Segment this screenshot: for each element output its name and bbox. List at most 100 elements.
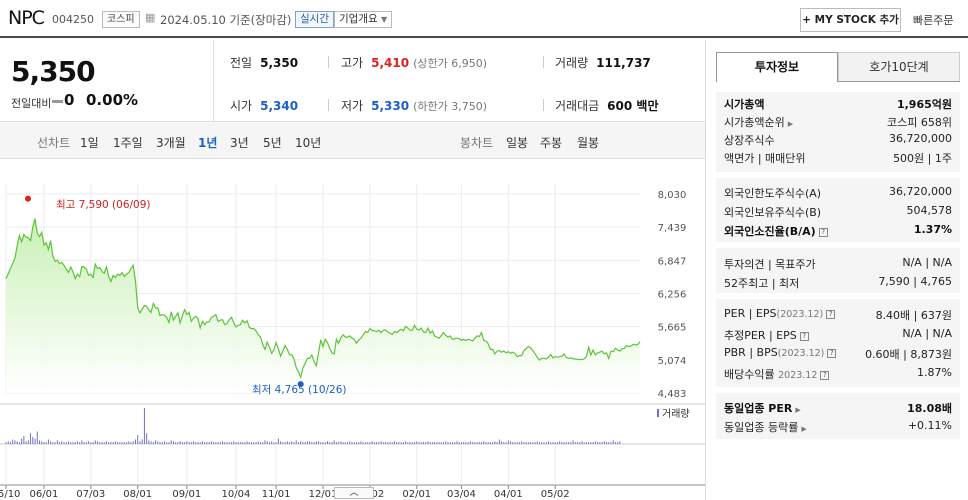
foreign-ratio-value-text: 1.37% (913, 223, 952, 236)
chevron-right-icon: ▶ (795, 406, 801, 414)
face-label: 액면가 | 매매단위 (724, 152, 806, 165)
stock-code: 004250 (52, 13, 94, 26)
day-low: 저가 5,330 (하한가 3,750) (341, 97, 487, 114)
est-per-value: N/A | N/A (902, 327, 952, 340)
x-tick-label: 05/02 (541, 489, 570, 500)
chevron-up-icon[interactable]: ︿ (334, 487, 374, 499)
low-annotation: 최저 4,765 (10/26) (252, 384, 347, 396)
cap-rank-value: 코스피 658위 (887, 116, 952, 129)
tab-1y[interactable]: 1년 (198, 136, 218, 150)
upper-limit: (상한가 6,950) (413, 57, 487, 70)
price-line (5, 218, 641, 380)
quick-order-link[interactable]: 빠른주문 (913, 14, 954, 27)
shares-value: 36,720,000 (889, 132, 952, 145)
help-icon[interactable]: ? (818, 228, 828, 237)
market-cap-label-text: 시가총액 (724, 98, 765, 111)
x-tick-label: 10/04 (222, 489, 251, 500)
help-icon[interactable]: ? (820, 371, 830, 380)
chevron-down-icon: ▼ (380, 15, 388, 24)
y-tick-label: 8,030 (658, 190, 687, 201)
est-per-row: 추정PER | EPS? N/A | N/A (724, 325, 952, 343)
sector-change-label[interactable]: 동일업종 등락률 ▶ (724, 419, 807, 435)
cap-rank-label[interactable]: 시가총액순위 ▶ (724, 114, 793, 130)
prev-close-value: 5,350 (260, 56, 299, 70)
current-price: 5,350 (11, 55, 96, 88)
opinion-label: 투자의견 | 목표주가 (724, 258, 816, 271)
week52-label: 52주최고 | 최저 (724, 277, 800, 290)
tab-3m[interactable]: 3개월 (156, 136, 186, 150)
tab-weekly-candle[interactable]: 주봉 (540, 136, 563, 150)
tab-10y[interactable]: 10년 (295, 136, 322, 150)
opinion-value: N/A | N/A (902, 256, 952, 269)
high-label: 고가 (341, 56, 364, 70)
dividend-period: 2023.12 (778, 370, 818, 381)
x-tick-label: 09/01 (172, 489, 201, 500)
pbr-period: (2023.12) (777, 348, 825, 359)
divider (328, 99, 329, 111)
stock-header: NPC 004250 코스피 ▦ 2024.05.10 기준(장마감) 실시간 … (0, 0, 968, 38)
sector-block: 동일업종 PER ▶ 18.08배 동일업종 등락률 ▶ +0.11% (716, 393, 960, 439)
add-mystock-button[interactable]: + MY STOCK 추가 (800, 8, 901, 32)
tab-3y[interactable]: 3년 (230, 136, 249, 150)
help-icon[interactable]: ? (827, 349, 837, 358)
company-info-dropdown[interactable]: 기업개요 ▼ (334, 11, 393, 28)
quote-date: 2024.05.10 기준(장마감) (160, 12, 291, 28)
divider (543, 56, 544, 68)
divider (328, 56, 329, 68)
volume-label: 거래량 (555, 56, 589, 70)
y-tick-label: 6,256 (658, 290, 687, 301)
sector-per-value: 18.08배 (907, 400, 952, 416)
dividend-label-text: 배당수익률 (724, 368, 775, 381)
lower-limit: (하한가 3,750) (413, 100, 487, 113)
shares-label: 상장주식수 (724, 134, 775, 147)
sector-change-value: +0.11% (907, 419, 952, 432)
market-cap-value-text: 1,965억원 (896, 98, 952, 111)
tab-daily-candle[interactable]: 일봉 (506, 136, 529, 150)
tab-1w[interactable]: 1주일 (113, 136, 143, 150)
dividend-row: 배당수익률 2023.12? 1.87% (724, 364, 952, 382)
cap-rank-label-text: 시가총액순위 (724, 116, 785, 129)
x-tick-label: 08/01 (123, 489, 152, 500)
help-icon[interactable]: ? (826, 310, 836, 319)
price-area-fill (6, 218, 640, 393)
stock-name: NPC (8, 7, 45, 29)
dividend-value: 1.87% (917, 366, 952, 379)
tab-invest-info[interactable]: 투자정보 (716, 52, 838, 82)
trade-amount: 거래대금 600 백만 (555, 97, 658, 114)
x-tick-label: 03/04 (447, 489, 476, 500)
tab-1d[interactable]: 1일 (80, 136, 99, 150)
y-tick-label: 7,439 (658, 223, 687, 234)
opinion-block: 투자의견 | 목표주가 N/A | N/A 52주최고 | 최저 7,590 | 4… (716, 248, 960, 293)
tab-monthly-candle[interactable]: 월봉 (577, 136, 600, 150)
candle-chart-label: 봉차트 (460, 136, 494, 150)
high-marker (25, 195, 32, 202)
high-value: 5,410 (371, 56, 410, 70)
per-label-text: PER | EPS (724, 307, 777, 320)
sector-per-label-text: 동일업종 PER (724, 402, 793, 415)
volume-value: 111,737 (596, 56, 651, 70)
foreign-hold-row: 외국인보유주식수(B) 504,578 (724, 202, 952, 220)
amount-label: 거래대금 (555, 99, 600, 113)
tab-5y[interactable]: 5년 (263, 136, 282, 150)
volume-legend-icon (657, 409, 659, 417)
chevron-right-icon: ▶ (787, 120, 794, 128)
help-icon[interactable]: ? (799, 332, 809, 341)
tab-orderbook[interactable]: 호가10단계 (838, 52, 960, 82)
low-value: 5,330 (371, 99, 410, 113)
price-chart[interactable]: 8,030 7,439 6,847 6,256 5,665 5,074 4,483 05/10… (0, 160, 705, 500)
panel-tabs: 투자정보 호가10단계 (716, 52, 960, 82)
volume-legend-label: 거래량 (662, 408, 690, 420)
sector-per-value-text: 18.08배 (907, 402, 952, 415)
prev-close-label: 전일 (230, 56, 253, 70)
y-tick-label: 5,074 (658, 356, 687, 367)
y-tick-label: 4,483 (658, 389, 687, 400)
sector-per-label[interactable]: 동일업종 PER ▶ (724, 400, 801, 416)
line-chart-label: 선차트 (37, 136, 71, 150)
opinion-row: 투자의견 | 목표주가 N/A | N/A (724, 254, 952, 272)
realtime-button[interactable]: 실시간 (295, 11, 334, 28)
low-label: 저가 (341, 99, 364, 113)
volume: 거래량 111,737 (555, 54, 651, 71)
dividend-label: 배당수익률 2023.12? (724, 366, 830, 382)
divider (213, 40, 214, 122)
